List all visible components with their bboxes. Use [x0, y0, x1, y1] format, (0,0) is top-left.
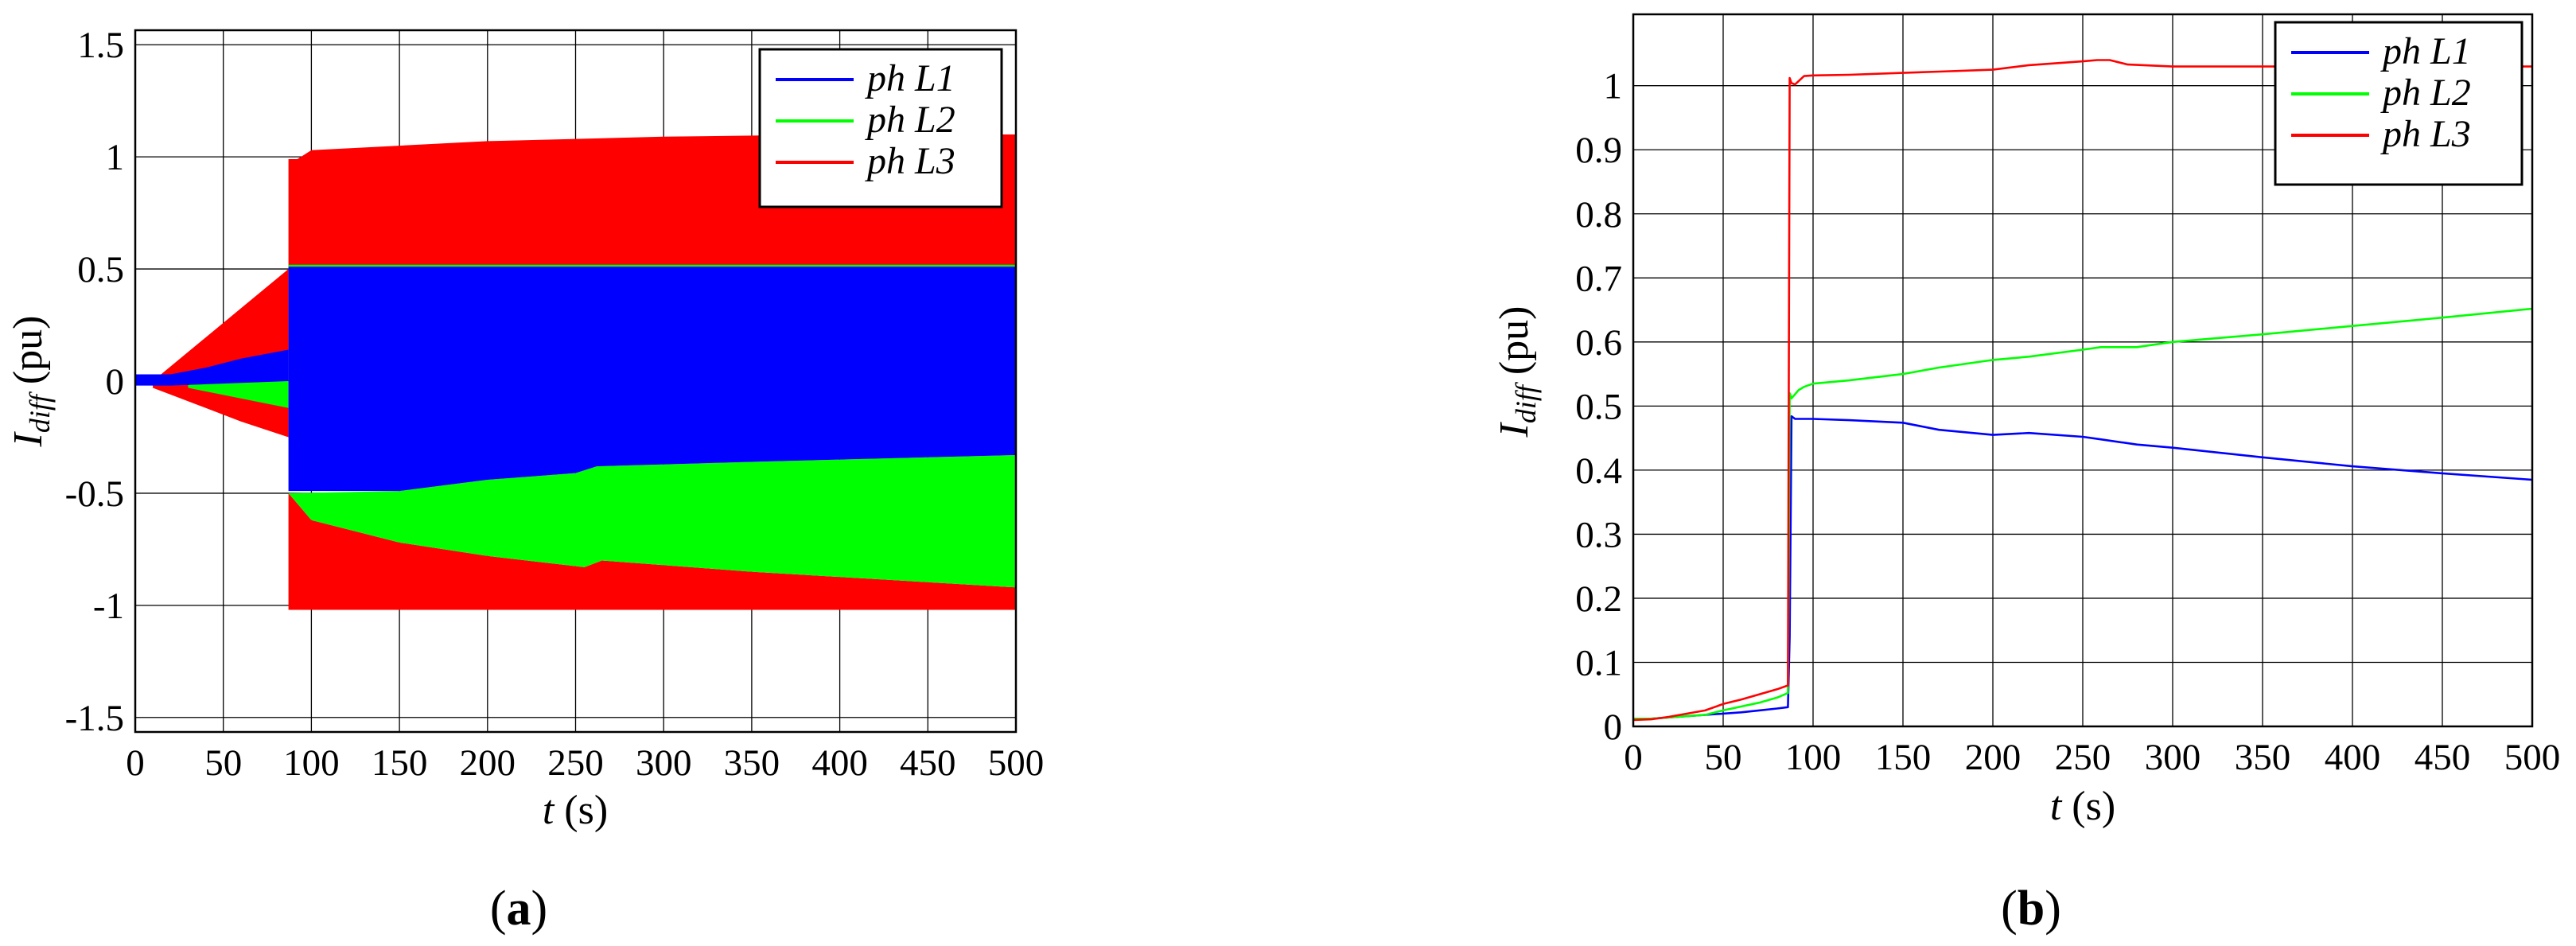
- x-tick-label: 0: [1624, 737, 1643, 778]
- series-area-ph-l1-prefault: [135, 349, 289, 386]
- x-tick-label: 450: [2415, 737, 2471, 778]
- y-tick-label: -1: [93, 586, 124, 627]
- y-tick-label: 1: [106, 137, 125, 178]
- series-lines-b: [1633, 59, 2532, 722]
- y-tick-label: 1.5: [77, 25, 124, 66]
- y-tick-label: 0.1: [1575, 642, 1622, 683]
- legend-box: [2274, 21, 2523, 186]
- series-line-ph-l2: [1633, 307, 2532, 720]
- chart-panel-b: 0 50 100 150 200 250 300 350 400 450 500 0 0.1 0.2 0.3…: [1492, 13, 2560, 936]
- x-tick-label: 250: [2055, 737, 2111, 778]
- y-axis-label-a: Idiff (pu): [6, 316, 56, 448]
- chart-panel-a: 0 50 100 150 200 250 300 350 400 450 500 -1.5 -1 -0.5…: [6, 25, 1044, 936]
- x-axis-label-b: t (s): [2050, 784, 2115, 829]
- x-tick-label: 150: [372, 742, 428, 784]
- legend-entry: ph L3: [865, 140, 955, 182]
- x-tick-label: 500: [2504, 737, 2561, 778]
- legend-entry: ph L1: [2380, 30, 2471, 72]
- x-tick-label: 100: [1785, 737, 1842, 778]
- legend-entry: ph L1: [865, 57, 955, 99]
- y-tick-label: -1.5: [65, 698, 124, 739]
- legend-box: [758, 48, 1003, 208]
- x-tick-label: 250: [547, 742, 604, 784]
- y-tick-label: 0.8: [1575, 194, 1622, 236]
- y-tick-label: 1: [1604, 66, 1623, 107]
- y-tick-label: 0.5: [77, 249, 124, 290]
- y-tick-label: 0.9: [1575, 130, 1622, 171]
- x-tick-label: 450: [900, 742, 956, 784]
- series-area-ph-l2: [288, 455, 1016, 588]
- series-area-ph-l1: [288, 267, 1016, 492]
- legend-entry: ph L2: [865, 99, 955, 141]
- y-tick-label: 0: [106, 361, 125, 403]
- ticks-b: 0 50 100 150 200 250 300 350 400 450 500 0 0.1 0.2 0.3…: [1575, 66, 2560, 778]
- y-tick-label: 0.7: [1575, 258, 1622, 299]
- series-area-ph-l3-lower: [288, 492, 1016, 610]
- y-tick-label: 0.5: [1575, 386, 1622, 427]
- x-tick-label: 350: [2235, 737, 2291, 778]
- y-tick-label: 0.3: [1575, 514, 1622, 555]
- x-tick-label: 150: [1875, 737, 1932, 778]
- panel-label-b: (b): [2001, 882, 2061, 936]
- x-tick-label: 0: [126, 742, 145, 784]
- x-tick-label: 400: [811, 742, 868, 784]
- plot-frame-b: [1632, 13, 2534, 728]
- y-tick-label: 0.6: [1575, 322, 1622, 364]
- x-tick-label: 100: [283, 742, 340, 784]
- y-tick-label: 0.4: [1575, 450, 1622, 492]
- ticks-a: 0 50 100 150 200 250 300 350 400 450 500 -1.5 -1 -0.5…: [65, 25, 1045, 784]
- x-tick-label: 50: [204, 742, 242, 784]
- legend-entry: ph L3: [2380, 113, 2471, 155]
- x-axis-label-a: t (s): [543, 788, 608, 833]
- series-line-ph-l3: [1633, 59, 2532, 722]
- y-tick-label: 0.2: [1575, 578, 1622, 620]
- x-tick-label: 350: [724, 742, 780, 784]
- legend-entry: ph L2: [2380, 72, 2471, 114]
- x-tick-label: 300: [2145, 737, 2201, 778]
- y-tick-label: 0: [1604, 707, 1623, 748]
- y-axis-label-b: Idiff (pu): [1492, 306, 1542, 438]
- x-tick-label: 300: [636, 742, 692, 784]
- x-tick-label: 400: [2325, 737, 2381, 778]
- y-tick-label: -0.5: [65, 473, 124, 515]
- x-tick-label: 500: [988, 742, 1045, 784]
- panel-label-a: (a): [490, 882, 547, 936]
- x-tick-label: 200: [1965, 737, 2021, 778]
- x-tick-label: 200: [460, 742, 516, 784]
- plot-frame-a: [134, 29, 1018, 734]
- x-tick-label: 50: [1705, 737, 1742, 778]
- series-area-ph-l2-prefault: [188, 381, 289, 408]
